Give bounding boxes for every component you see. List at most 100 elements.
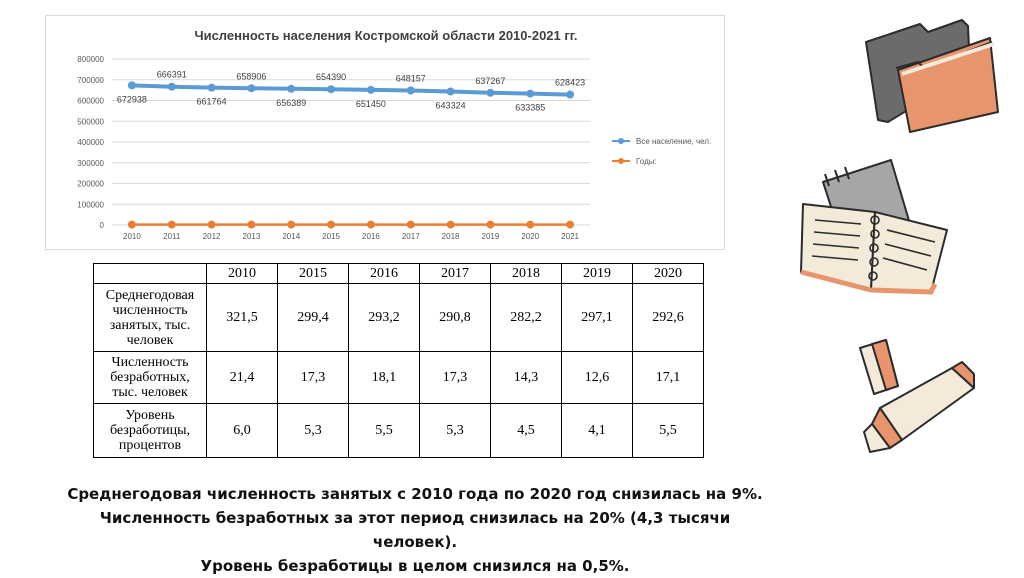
data-point: [407, 87, 414, 94]
legend-marker: [618, 138, 624, 144]
data-point: [328, 221, 335, 228]
data-label: 654390: [316, 72, 346, 82]
legend-entry: Годы:: [636, 157, 657, 166]
table-cell: 282,2: [491, 284, 562, 352]
data-point: [527, 221, 534, 228]
series-line: [132, 85, 570, 94]
table-cell: 5,3: [278, 404, 349, 458]
table-row: Уровень безработицы, процентов 6,0 5,3 5…: [94, 404, 704, 458]
row-label-employed: Среднегодовая численность занятых, тыс. …: [94, 284, 207, 352]
table-cell: 290,8: [420, 284, 491, 352]
table-cell: 4,1: [562, 404, 633, 458]
notebook-icon: [795, 152, 955, 297]
summary-line: Численность безработных за этот период с…: [0, 506, 830, 530]
y-tick-label: 800000: [77, 55, 104, 64]
x-tick-label: 2019: [482, 232, 500, 241]
y-tick-label: 600000: [77, 97, 104, 106]
data-point: [288, 85, 295, 92]
table-cell: 293,2: [349, 284, 420, 352]
data-point: [248, 221, 255, 228]
data-point: [208, 221, 215, 228]
data-point: [128, 82, 135, 89]
row-label-unemployment-rate: Уровень безработицы, процентов: [94, 404, 207, 458]
summary-line: человек).: [0, 530, 830, 554]
table-cell: 21,4: [207, 352, 278, 404]
data-label: 658906: [236, 71, 266, 81]
data-point: [367, 221, 374, 228]
data-point: [248, 85, 255, 92]
legend-marker: [618, 158, 624, 164]
table-corner-cell: [94, 264, 207, 284]
row-label-unemployed: Численность безработных, тыс. человек: [94, 352, 207, 404]
data-point: [168, 221, 175, 228]
year-header: 2016: [349, 264, 420, 284]
summary-line: Уровень безработицы в целом снизился на …: [0, 554, 830, 578]
table-cell: 17,1: [633, 352, 704, 404]
data-point: [407, 221, 414, 228]
y-tick-label: 400000: [77, 138, 104, 147]
data-label: 633385: [515, 103, 545, 113]
table-cell: 5,5: [349, 404, 420, 458]
data-point: [487, 221, 494, 228]
table-cell: 5,5: [633, 404, 704, 458]
x-tick-label: 2020: [521, 232, 539, 241]
data-point: [487, 89, 494, 96]
x-tick-label: 2016: [362, 232, 380, 241]
data-label: 651450: [356, 99, 386, 109]
table-cell: 321,5: [207, 284, 278, 352]
summary-line: Среднегодовая численность занятых с 2010…: [0, 482, 830, 506]
data-point: [447, 221, 454, 228]
data-point: [328, 86, 335, 93]
table-cell: 12,6: [562, 352, 633, 404]
table-row: Среднегодовая численность занятых, тыс. …: [94, 284, 704, 352]
data-point: [567, 91, 574, 98]
y-tick-label: 200000: [77, 180, 104, 189]
y-tick-label: 700000: [77, 76, 104, 85]
x-tick-label: 2011: [163, 232, 181, 241]
x-tick-label: 2012: [203, 232, 221, 241]
x-tick-label: 2013: [243, 232, 261, 241]
table-cell: 17,3: [278, 352, 349, 404]
year-header: 2019: [562, 264, 633, 284]
data-point: [288, 221, 295, 228]
data-label: 672938: [117, 94, 147, 104]
folder-icon: [858, 12, 1008, 137]
data-point: [208, 84, 215, 91]
y-tick-label: 500000: [77, 117, 104, 126]
x-tick-label: 2015: [322, 232, 340, 241]
employment-table: 2010 2015 2016 2017 2018 2019 2020 Средн…: [93, 263, 704, 458]
data-label: 666391: [157, 70, 187, 80]
x-tick-label: 2018: [442, 232, 460, 241]
data-label: 628423: [555, 78, 585, 88]
table-cell: 297,1: [562, 284, 633, 352]
y-tick-label: 100000: [77, 200, 104, 209]
year-header: 2018: [491, 264, 562, 284]
x-tick-label: 2017: [402, 232, 420, 241]
y-tick-label: 0: [100, 221, 105, 230]
data-label: 661764: [197, 97, 227, 107]
data-label: 656389: [276, 98, 306, 108]
chart-title: Численность населения Костромской област…: [194, 28, 577, 43]
population-chart: Численность населения Костромской област…: [45, 15, 725, 250]
data-point: [527, 90, 534, 97]
data-label: 643324: [436, 101, 466, 111]
data-point: [567, 221, 574, 228]
data-point: [128, 221, 135, 228]
data-label: 637267: [475, 76, 505, 86]
table-row: Численность безработных, тыс. человек 21…: [94, 352, 704, 404]
legend-entry: Все население, чел.: [636, 137, 711, 146]
table-cell: 6,0: [207, 404, 278, 458]
year-header: 2017: [420, 264, 491, 284]
x-tick-label: 2021: [561, 232, 579, 241]
x-tick-label: 2010: [123, 232, 141, 241]
highlighter-icon: [850, 328, 985, 458]
table-cell: 292,6: [633, 284, 704, 352]
table-cell: 18,1: [349, 352, 420, 404]
table-cell: 299,4: [278, 284, 349, 352]
data-point: [168, 83, 175, 90]
year-header: 2015: [278, 264, 349, 284]
x-tick-label: 2014: [282, 232, 300, 241]
year-header: 2010: [207, 264, 278, 284]
chart-svg: Численность населения Костромской област…: [46, 16, 726, 251]
data-label: 648157: [396, 74, 426, 84]
